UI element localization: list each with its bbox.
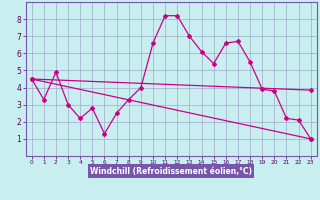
X-axis label: Windchill (Refroidissement éolien,°C): Windchill (Refroidissement éolien,°C)	[90, 167, 252, 176]
